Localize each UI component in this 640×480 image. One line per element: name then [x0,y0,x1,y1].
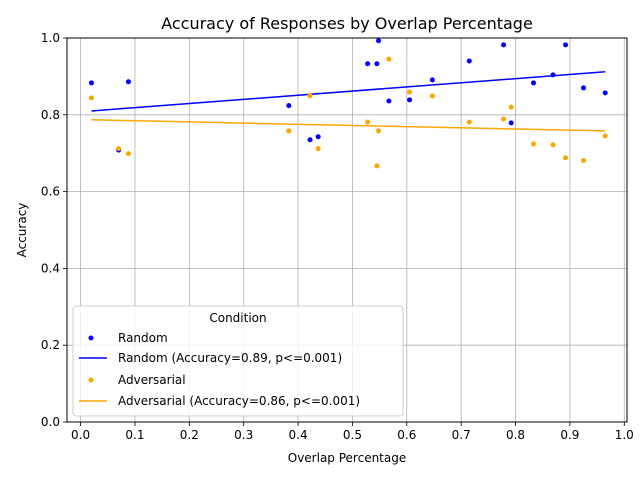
random-data-point [376,38,382,44]
legend-box [72,305,404,417]
x-axis-label: Overlap Percentage [288,451,407,465]
random-data-point [286,103,292,109]
random-data-point [315,134,321,140]
adversarial-data-point [286,128,292,134]
plot-frame [66,37,628,423]
x-tick-label: 0.7 [452,428,471,442]
adversarial-data-point [563,155,569,161]
y-axis-ticks: 0.0 0.2 0.4 0.6 0.8 1.0 [41,31,67,429]
legend-label-adversarial: Adversarial [118,373,186,387]
legend-label-random-trend: Random (Accuracy=0.89, p<=0.001) [118,351,342,365]
adversarial-data-point [501,116,507,122]
x-tick-label: 0.8 [506,428,525,442]
random-data-point [429,77,435,83]
legend-title: Condition [209,311,266,325]
x-tick-label: 0.9 [560,428,579,442]
random-data-point [508,120,514,126]
trend-lines [91,71,606,132]
y-tick-label: 0.0 [41,415,60,429]
legend-marker-random [88,335,94,341]
legend-label-random: Random [118,331,168,345]
random-data-point [88,80,94,86]
x-tick-label: 1.0 [615,428,634,442]
random-data-point [581,85,587,91]
random-data-point [407,97,413,103]
x-tick-label: 0.6 [397,428,416,442]
random-data-point [501,42,507,48]
adversarial-data-point [125,151,131,157]
x-tick-label: 0.5 [343,428,362,442]
adversarial-data-point [550,142,556,148]
y-tick-label: 0.4 [41,261,60,275]
data-points [88,38,608,169]
adversarial-data-point [508,104,514,110]
random-data-point [307,137,313,143]
adversarial-data-point [307,93,313,99]
adversarial-data-point [88,95,94,101]
adversarial-data-point [374,163,380,169]
legend-label-adversarial-trend: Adversarial (Accuracy=0.86, p<=0.001) [118,394,360,408]
x-axis-ticks: 0.0 0.1 0.2 0.3 0.4 0.5 0.6 0.7 0.8 0.9 1.0 [71,422,634,442]
random-data-point [365,61,371,67]
random-data-point [563,42,569,48]
random-data-point [550,72,556,78]
adversarial-data-point [581,157,587,163]
legend-marker-adversarial [88,377,94,383]
adversarial-data-point [429,93,435,99]
adversarial-data-point [407,89,413,95]
chart-title: Accuracy of Responses by Overlap Percent… [161,14,533,33]
adversarial-data-point [365,119,371,125]
y-tick-label: 1.0 [41,31,60,45]
random-data-point [125,79,131,85]
adversarial-data-point [315,146,321,152]
adversarial-data-point [116,146,122,152]
random-data-point [602,90,608,96]
x-tick-label: 0.2 [180,428,199,442]
y-tick-label: 0.6 [41,185,60,199]
random-data-point [386,98,392,104]
x-tick-label: 0.1 [125,428,144,442]
random-trend-line [91,71,606,112]
adversarial-trend-line [91,119,606,132]
adversarial-data-point [386,56,392,62]
x-tick-label: 0.4 [289,428,308,442]
y-tick-label: 0.2 [41,338,60,352]
legend: Condition Random Random (Accuracy=0.89, … [72,305,404,417]
y-tick-label: 0.8 [41,108,60,122]
x-tick-label: 0.3 [234,428,253,442]
adversarial-data-point [602,133,608,139]
adversarial-data-point [376,128,382,134]
adversarial-data-point [530,141,536,147]
adversarial-data-point [466,119,472,125]
x-tick-label: 0.0 [71,428,90,442]
y-axis-label: Accuracy [15,203,29,258]
random-data-point [530,80,536,86]
random-data-point [374,61,380,67]
random-data-point [466,58,472,64]
